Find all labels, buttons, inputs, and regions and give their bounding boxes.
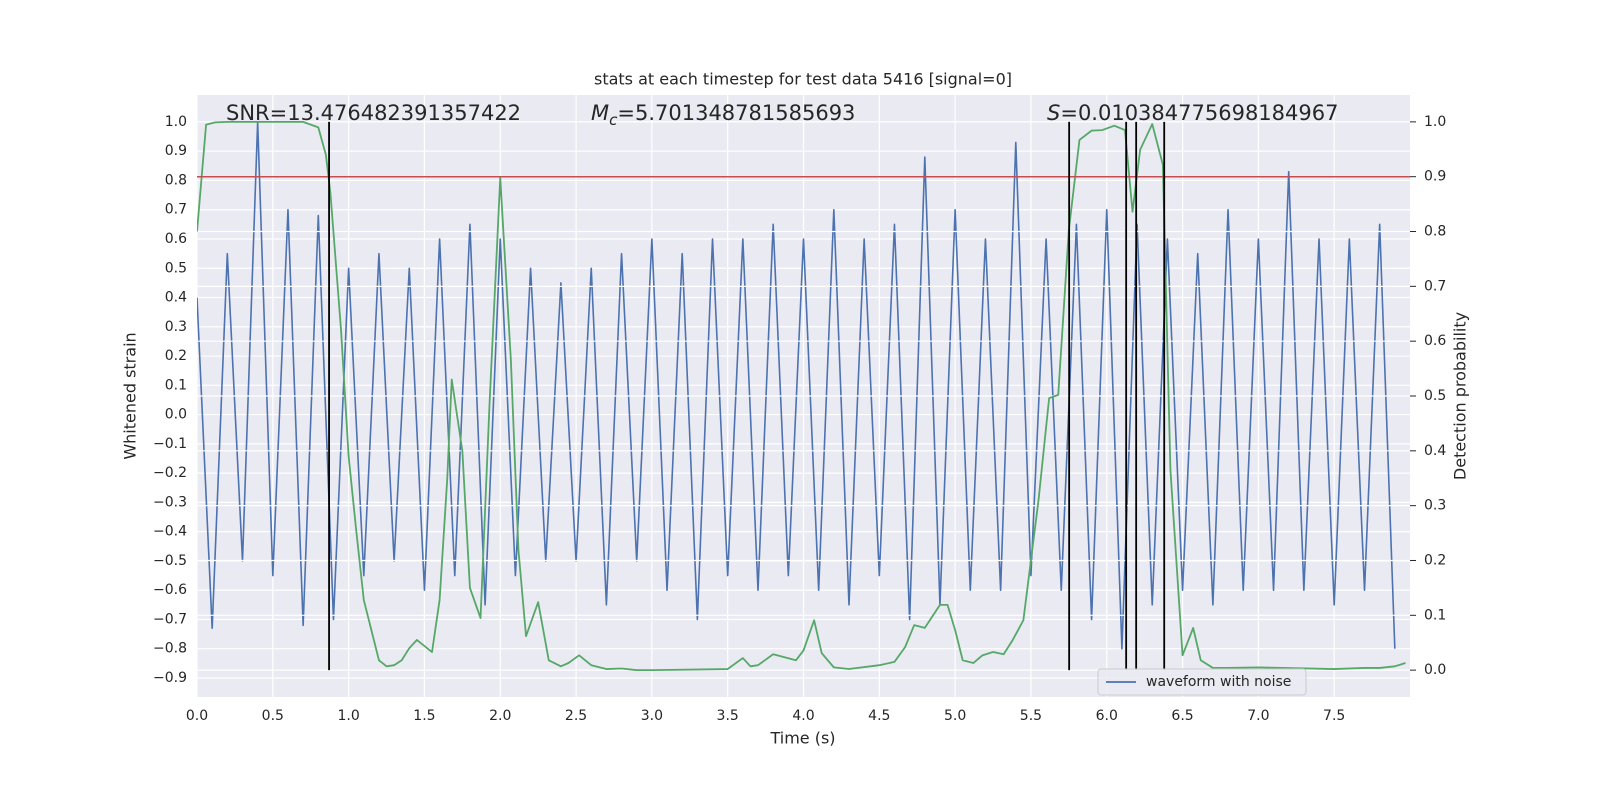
annotation-text: =0.010384775698184967 xyxy=(1060,101,1338,125)
y-tick-label: 0.8 xyxy=(165,172,187,188)
annotation: S=0.010384775698184967 xyxy=(1047,101,1338,125)
y2-tick-label: 0.3 xyxy=(1424,498,1446,514)
y-tick-label: 0.1 xyxy=(165,377,187,393)
y2-axis-label: Detection probability xyxy=(1451,312,1470,480)
legend-box xyxy=(1097,668,1307,696)
y-tick-label: −0.5 xyxy=(153,553,187,569)
y-tick-label: −0.4 xyxy=(153,524,187,540)
y-tick-label: 0.2 xyxy=(165,348,187,364)
y-tick-label: 0.6 xyxy=(165,231,187,247)
x-tick-label: 7.5 xyxy=(1323,708,1345,724)
y-tick-label: −0.8 xyxy=(153,641,187,657)
annotation-symbol: M xyxy=(591,101,609,125)
x-tick-label: 4.5 xyxy=(868,708,890,724)
y2-tick-label: 0.8 xyxy=(1424,224,1446,240)
y2-tick-label: 0.1 xyxy=(1424,607,1446,623)
y-tick-label: 1.0 xyxy=(165,114,187,130)
annotation-text: =5.701348781585693 xyxy=(617,101,855,125)
x-tick-label: 3.0 xyxy=(641,708,663,724)
x-tick-label: 1.0 xyxy=(337,708,359,724)
x-tick-label: 7.0 xyxy=(1247,708,1269,724)
y-tick-label: 0.3 xyxy=(165,319,187,335)
y2-tick-label: 0.6 xyxy=(1424,333,1446,349)
x-tick-label: 4.0 xyxy=(792,708,814,724)
series-line xyxy=(197,121,1396,650)
legend-label: waveform with noise xyxy=(1146,674,1291,690)
y-tick-label: −0.2 xyxy=(153,465,187,481)
x-tick-label: 3.5 xyxy=(717,708,739,724)
y-tick-label: 0.5 xyxy=(165,260,187,276)
y2-tick-label: 1.0 xyxy=(1424,114,1446,130)
annotation-symbol: S xyxy=(1047,101,1060,125)
y2-tick-label: 0.5 xyxy=(1424,388,1446,404)
x-axis-label: Time (s) xyxy=(769,729,835,748)
series-line xyxy=(197,120,1406,672)
x-tick-label: 6.0 xyxy=(1096,708,1118,724)
annotation: Mc=5.701348781585693 xyxy=(591,101,855,129)
y-axis-label: Whitened strain xyxy=(121,332,140,459)
x-tick-label: 2.5 xyxy=(565,708,587,724)
y2-tick-label: 0.0 xyxy=(1424,662,1446,678)
x-tick-label: 0.5 xyxy=(262,708,284,724)
y-tick-label: 0.0 xyxy=(165,407,187,423)
y-tick-label: −0.9 xyxy=(153,670,187,686)
y-tick-label: 0.7 xyxy=(165,202,187,218)
x-tick-label: 1.5 xyxy=(413,708,435,724)
annotation: SNR=13.476482391357422 xyxy=(226,101,521,125)
y-tick-label: 0.9 xyxy=(165,143,187,159)
y2-tick-label: 0.9 xyxy=(1424,169,1446,185)
y-tick-label: 0.4 xyxy=(165,290,187,306)
annotation-subscript: c xyxy=(609,111,618,129)
y2-tick-label: 0.7 xyxy=(1424,278,1446,294)
annotation-text: SNR=13.476482391357422 xyxy=(226,101,521,125)
y-tick-label: −0.3 xyxy=(153,494,187,510)
y2-tick-label: 0.4 xyxy=(1424,443,1446,459)
x-tick-label: 2.0 xyxy=(489,708,511,724)
y-tick-label: −0.7 xyxy=(153,611,187,627)
x-tick-label: 0.0 xyxy=(186,708,208,724)
y-tick-label: −0.6 xyxy=(153,582,187,598)
y2-tick-label: 0.2 xyxy=(1424,552,1446,568)
x-tick-label: 6.5 xyxy=(1171,708,1193,724)
x-tick-label: 5.5 xyxy=(1020,708,1042,724)
x-tick-label: 5.0 xyxy=(944,708,966,724)
y-tick-label: −0.1 xyxy=(153,436,187,452)
chart-title: stats at each timestep for test data 541… xyxy=(594,70,1012,89)
